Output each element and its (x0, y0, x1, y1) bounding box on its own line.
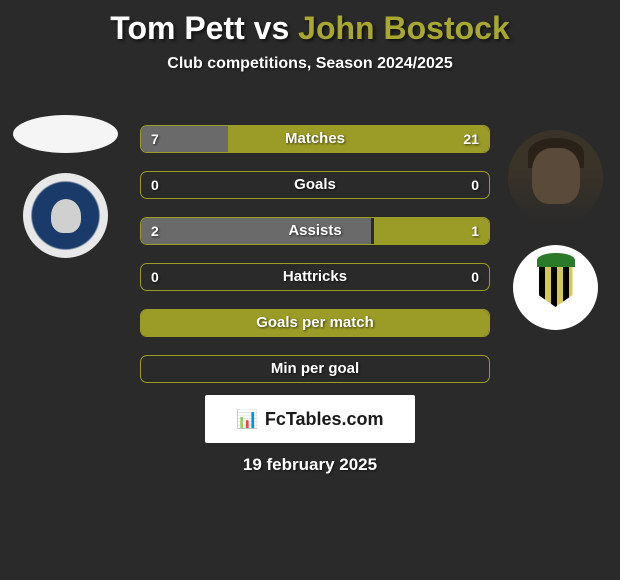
player1-club-badge (23, 173, 108, 258)
stat-label: Goals per match (141, 310, 489, 336)
page-title: Tom Pett vs John Bostock (0, 0, 620, 47)
vs-separator: vs (245, 10, 298, 46)
stat-label: Matches (141, 126, 489, 152)
stat-row-goals-per-match: Goals per match (140, 309, 490, 337)
branding-badge: 📊 FcTables.com (205, 395, 415, 443)
stat-row-assists: 2 Assists 1 (140, 217, 490, 245)
subtitle: Club competitions, Season 2024/2025 (0, 55, 620, 73)
stat-value-right: 0 (471, 172, 479, 198)
stat-value-right: 0 (471, 264, 479, 290)
right-column (500, 130, 610, 330)
branding-text: FcTables.com (265, 409, 384, 430)
player1-avatar (13, 115, 118, 153)
chart-icon: 📊 (236, 409, 258, 430)
stat-row-hattricks: 0 Hattricks 0 (140, 263, 490, 291)
stat-value-right: 21 (463, 126, 479, 152)
stat-value-right: 1 (471, 218, 479, 244)
player2-name: John Bostock (298, 10, 510, 46)
stat-label: Min per goal (141, 356, 489, 382)
player2-club-badge (513, 245, 598, 330)
stat-label: Assists (141, 218, 489, 244)
player2-avatar (508, 130, 603, 225)
stat-row-matches: 7 Matches 21 (140, 125, 490, 153)
left-column (10, 115, 120, 258)
stat-row-goals: 0 Goals 0 (140, 171, 490, 199)
stats-bars: 7 Matches 21 0 Goals 0 2 Assists 1 0 Hat… (140, 125, 490, 401)
stat-label: Goals (141, 172, 489, 198)
player1-name: Tom Pett (110, 10, 245, 46)
stat-label: Hattricks (141, 264, 489, 290)
stat-row-min-per-goal: Min per goal (140, 355, 490, 383)
date-line: 19 february 2025 (0, 455, 620, 475)
